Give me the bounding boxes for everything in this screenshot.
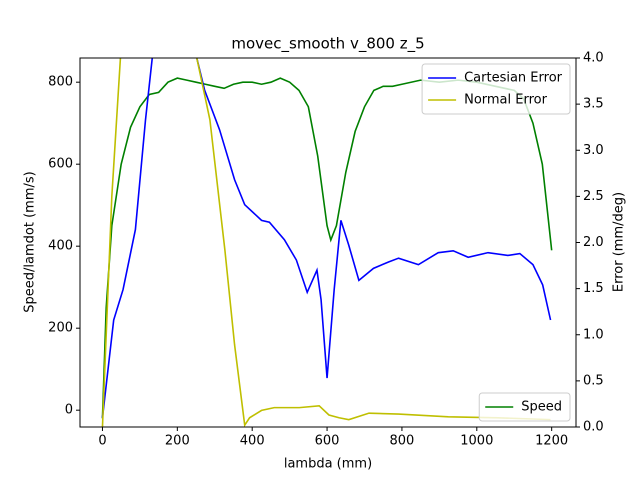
x-axis-label: lambda (mm): [284, 457, 372, 472]
y2-tick-label: 1.5: [583, 281, 604, 296]
legend-label: Normal Error: [464, 93, 548, 108]
y2-axis-label: Error (mm/deg): [612, 192, 627, 292]
x-tick-label: 1200: [535, 434, 568, 449]
y2-tick-label: 2.5: [583, 189, 604, 204]
x-tick-label: 400: [240, 434, 265, 449]
y2-tick-label: 3.5: [583, 97, 604, 112]
x-tick-label: 0: [98, 434, 106, 449]
line-series: [101, 58, 551, 427]
chart-title: movec_smooth v_800 z_5: [231, 35, 424, 54]
y2-tick-label: 3.0: [583, 143, 604, 158]
y-tick-label: 0: [65, 403, 73, 418]
x-tick-label: 1000: [460, 434, 493, 449]
y2-tick-label: 0.5: [583, 373, 604, 388]
y2-tick-label: 2.0: [583, 235, 604, 250]
y-tick-label: 600: [48, 157, 73, 172]
y2-tick-label: 0.0: [583, 420, 604, 435]
line-series: [101, 58, 552, 418]
y-tick-label: 800: [48, 75, 73, 90]
y-tick-label: 400: [48, 239, 73, 254]
legend-label: Cartesian Error: [464, 71, 563, 86]
x-tick-label: 600: [315, 434, 340, 449]
axes-frame: [79, 57, 577, 428]
y-axis-label: Speed/lamdot (mm/s): [23, 171, 38, 312]
y-tick-label: 200: [48, 321, 73, 336]
y2-tick-label: 1.0: [583, 327, 604, 342]
legend-box: [421, 63, 571, 115]
legend-box: [478, 392, 571, 422]
x-tick-label: 800: [390, 434, 415, 449]
y2-tick-label: 4.0: [583, 51, 604, 66]
legend-label: Speed: [521, 400, 562, 415]
x-tick-label: 200: [165, 434, 190, 449]
